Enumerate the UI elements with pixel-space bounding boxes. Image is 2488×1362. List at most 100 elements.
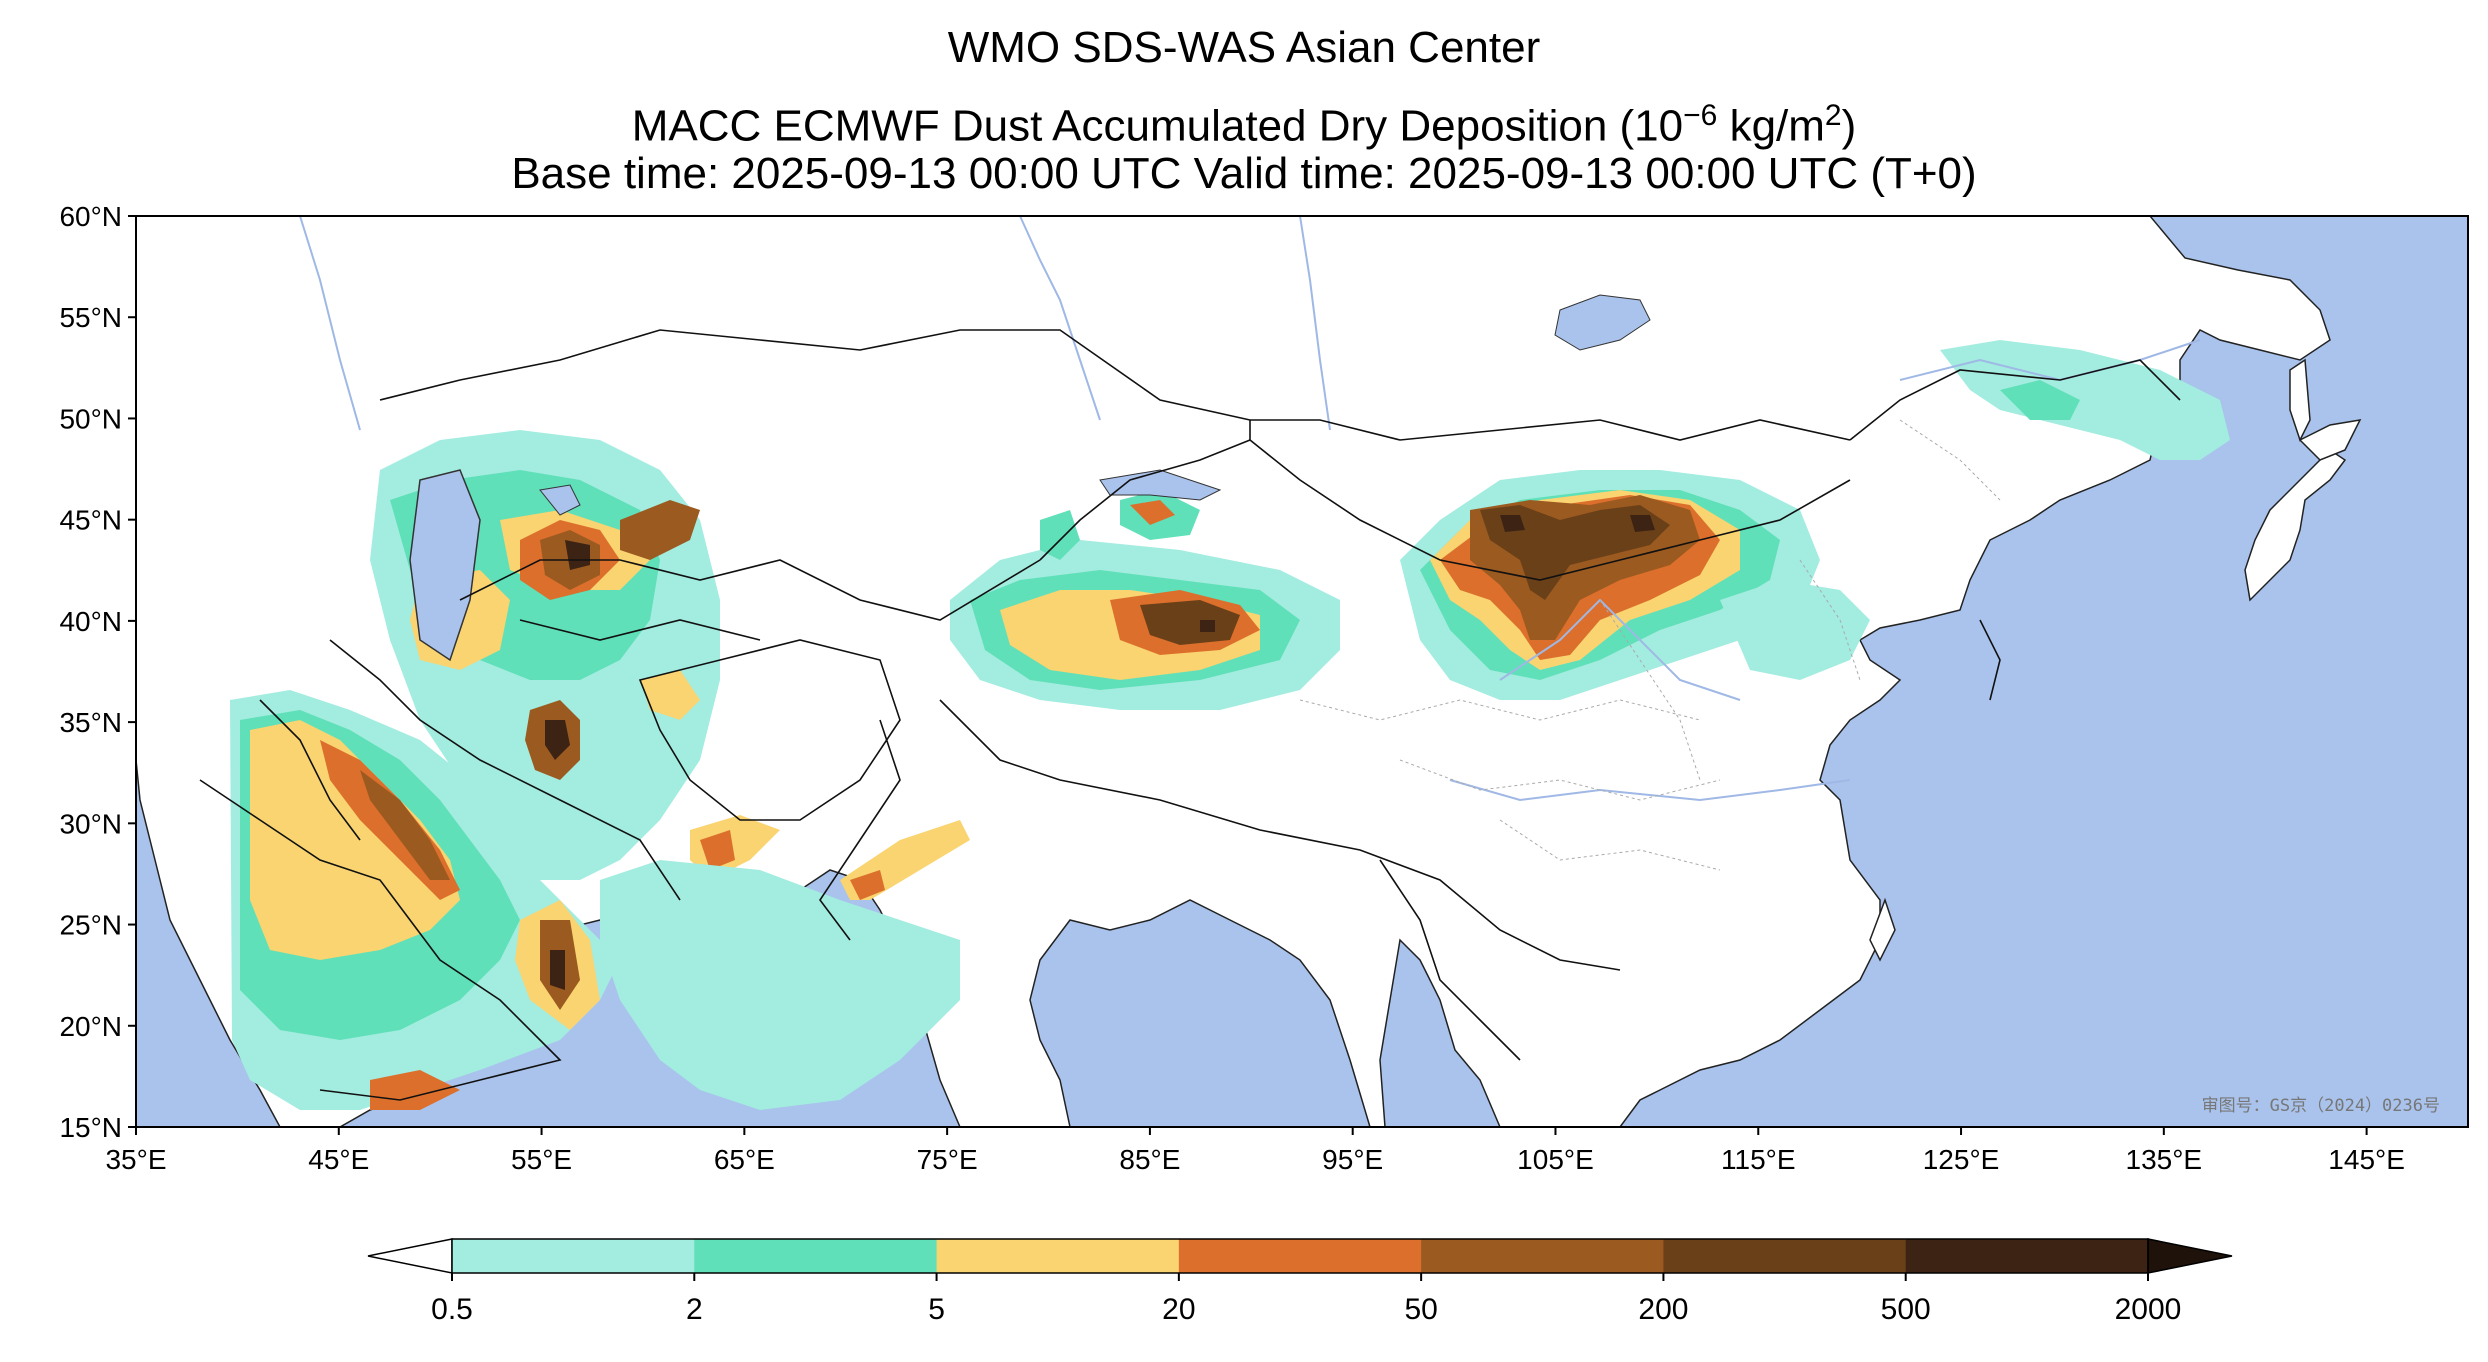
border-russia-kazakhstan xyxy=(379,329,1251,421)
lon-tick-label: 135°E xyxy=(2126,1144,2203,1175)
title-line-1: WMO SDS-WAS Asian Center xyxy=(947,23,1541,72)
aral-sea xyxy=(539,484,581,516)
border-arabia xyxy=(199,779,562,1101)
country-borders xyxy=(199,329,2181,1101)
dust-level-6 xyxy=(1480,505,1670,600)
dust-level-4 xyxy=(1130,500,1175,525)
border-china-kazakhstan xyxy=(1039,439,1251,561)
dust-level-4 xyxy=(370,1070,460,1110)
rivers xyxy=(299,216,2201,802)
title-line-2: MACC ECMWF Dust Accumulated Dry Depositi… xyxy=(0,90,2488,153)
lon-tick-label: 65°E xyxy=(714,1144,775,1175)
lon-tick-label: 105°E xyxy=(1517,1144,1594,1175)
colorbar-segment xyxy=(1663,1239,1907,1273)
dust-level-6 xyxy=(1140,600,1240,645)
border-uzbek-turkmen xyxy=(519,619,761,641)
colorbar-frame xyxy=(451,1238,2149,1274)
title-variable: MACC ECMWF Dust Accumulated Dry Depositi… xyxy=(631,101,1684,151)
province-border xyxy=(1499,819,1721,871)
colorbar-tick-label: 2 xyxy=(686,1293,703,1326)
river-yangtze xyxy=(1449,779,1851,802)
colorbar-segment xyxy=(1905,1239,2149,1273)
land-sakhalin xyxy=(2289,358,2311,442)
dust-level-7 xyxy=(1200,620,1215,632)
colorbar-tick-label: 200 xyxy=(1638,1293,1688,1326)
lon-tick-label: 45°E xyxy=(308,1144,369,1175)
dust-level-4 xyxy=(850,870,885,900)
river-volga xyxy=(299,216,361,431)
lon-tick-label: 55°E xyxy=(511,1144,572,1175)
river-ob xyxy=(1019,216,1101,421)
border-china-mongolia xyxy=(1249,439,1851,581)
colorbar-segment xyxy=(452,1239,695,1273)
province-border xyxy=(1299,699,1701,721)
province-border xyxy=(1799,559,1861,681)
colorbar-tick-label: 2000 xyxy=(2115,1293,2182,1326)
border-china-russia-east xyxy=(1849,359,2181,441)
river-yellow xyxy=(1499,598,1741,701)
colorbar-segment xyxy=(1421,1239,1664,1273)
longitude-ticks: 35°E 45°E 55°E 65°E 75°E 85°E 95°E 105°E 115°E 12… xyxy=(105,1127,2405,1175)
dust-level-7 xyxy=(545,720,570,760)
colorbar-segment xyxy=(1178,1239,1422,1273)
border-indochina xyxy=(1379,859,1521,1061)
lat-tick-label: 55°N xyxy=(59,302,122,333)
lat-tick-label: 40°N xyxy=(59,606,122,637)
lon-tick-label: 35°E xyxy=(105,1144,166,1175)
border-iraq xyxy=(259,699,361,841)
land-hokkaido xyxy=(2298,419,2362,461)
colorbar: 0.5 2 5 20 50 200 500 2000 xyxy=(367,1238,2233,1326)
dust-level-5 xyxy=(620,500,700,560)
border-china-south xyxy=(939,699,1621,971)
colorbar-tick-label: 5 xyxy=(928,1293,945,1326)
lon-tick-label: 95°E xyxy=(1322,1144,1383,1175)
province-border xyxy=(1899,419,2001,501)
colorbar-tick-label: 20 xyxy=(1162,1293,1195,1326)
province-borders xyxy=(1299,419,2001,871)
dust-level-3 xyxy=(640,670,700,720)
colorbar-tick-label: 0.5 xyxy=(431,1293,473,1326)
border-pakistan-india xyxy=(819,719,901,941)
lon-tick-label: 145°E xyxy=(2328,1144,2405,1175)
lat-tick-label: 50°N xyxy=(59,403,122,434)
dust-level-2 xyxy=(1040,510,1080,560)
river-yenisei xyxy=(1299,216,1331,431)
caspian-sea xyxy=(409,469,481,662)
border-iran xyxy=(329,639,681,901)
border-afghanistan xyxy=(638,639,901,821)
dust-level-3 xyxy=(250,720,460,960)
border-russia-mongolia xyxy=(1250,419,1851,441)
dust-level-1 xyxy=(1940,340,2230,460)
dust-level-5 xyxy=(360,770,450,880)
colorbar-under-extension xyxy=(367,1238,453,1274)
land-japan xyxy=(2244,449,2347,602)
title-unit: kg/m xyxy=(1717,101,1825,151)
dust-level-7 xyxy=(550,950,565,990)
colorbar-segment xyxy=(936,1239,1180,1273)
colorbar-segment xyxy=(694,1239,938,1273)
lat-tick-label: 30°N xyxy=(59,808,122,839)
border-korea xyxy=(1979,619,2001,701)
lon-tick-label: 125°E xyxy=(1923,1144,2000,1175)
dust-level-7 xyxy=(565,540,590,570)
lon-tick-label: 85°E xyxy=(1119,1144,1180,1175)
dust-level-7 xyxy=(1500,515,1525,532)
lon-tick-label: 115°E xyxy=(1721,1144,1796,1175)
province-border xyxy=(1599,599,1701,781)
latitude-ticks: 60°N 55°N 50°N 45°N 40°N 35°N 30°N 25°N 20°N 15°N xyxy=(59,201,136,1143)
land-taiwan xyxy=(1869,897,1896,962)
lake-baikal xyxy=(1554,294,1651,351)
lat-tick-label: 25°N xyxy=(59,910,122,941)
dust-level-1 xyxy=(1720,580,1870,680)
dust-level-2 xyxy=(2000,380,2080,420)
lat-tick-label: 45°N xyxy=(59,505,122,536)
lon-tick-label: 75°E xyxy=(917,1144,978,1175)
title-exponent: −6 xyxy=(1683,99,1718,132)
colorbar-over-extension xyxy=(2147,1238,2233,1274)
dust-level-4 xyxy=(700,830,735,870)
dust-level-1 xyxy=(600,860,960,1110)
title-line-3: Base time: 2025-09-13 00:00 UTC Valid ti… xyxy=(511,149,1977,198)
map-approval-watermark: 审图号：GS京（2024）0236号 xyxy=(2202,1096,2440,1116)
title-unit-exponent: 2 xyxy=(1824,99,1842,132)
lat-tick-label: 60°N xyxy=(59,201,122,232)
